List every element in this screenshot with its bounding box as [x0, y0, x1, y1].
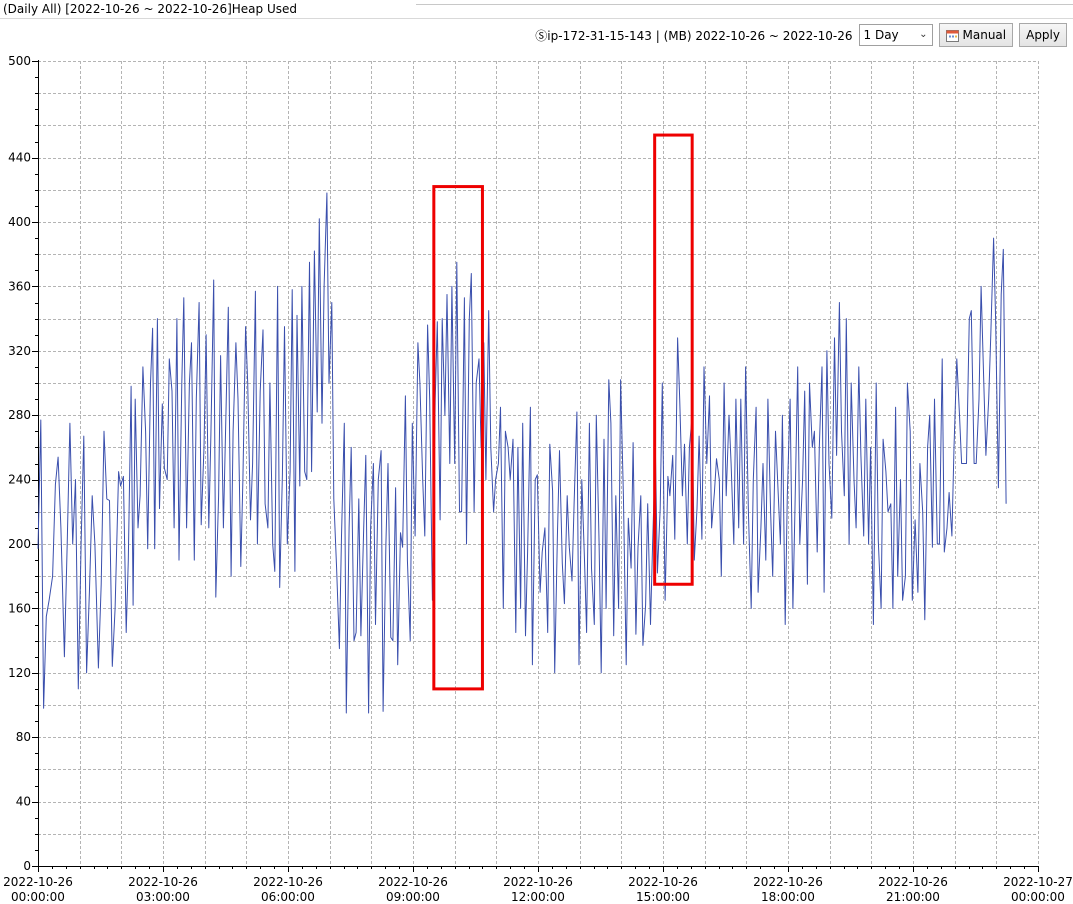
x-tick-label-date: 2022-10-26	[3, 875, 73, 889]
x-tick-label-time: 09:00:00	[386, 890, 440, 904]
heap-used-series-line	[37, 192, 1007, 714]
chart-title: (Daily All) [2022-10-26 ~ 2022-10-26]Hea…	[3, 2, 297, 16]
x-tick-label-date: 2022-10-27	[1003, 875, 1073, 889]
axis-layer: 0 40 80 120 160 200 240 280 320 360 400 440 500 2022-…	[3, 54, 1073, 904]
x-tick-label-date: 2022-10-26	[503, 875, 573, 889]
chevron-down-icon: ⌄	[919, 29, 928, 40]
grid-layer	[38, 61, 1039, 866]
y-tick-label: 280	[8, 408, 31, 422]
x-tick-label-time: 03:00:00	[136, 890, 190, 904]
server-range-label: Ⓢip-172-31-15-143 | (MB) 2022-10-26 ~ 20…	[535, 28, 853, 43]
apply-button[interactable]: Apply	[1019, 23, 1067, 47]
x-tick-label-time: 12:00:00	[511, 890, 565, 904]
title-divider	[416, 0, 1073, 5]
x-tick-label-time: 00:00:00	[11, 890, 65, 904]
y-tick-label: 40	[16, 795, 31, 809]
period-select[interactable]: 1 Day ⌄	[858, 24, 933, 46]
highlight-layer	[432, 133, 694, 691]
y-tick-label: 440	[8, 151, 31, 165]
period-select-value: 1 Day	[863, 28, 899, 42]
chart-toolbar: Ⓢip-172-31-15-143 | (MB) 2022-10-26 ~ 20…	[535, 22, 1067, 48]
y-tick-label: 360	[8, 279, 31, 293]
x-tick-label-date: 2022-10-26	[253, 875, 323, 889]
y-tick-label: 120	[8, 666, 31, 680]
highlight-box	[653, 133, 694, 586]
highlight-box	[432, 185, 484, 691]
x-tick-label-time: 15:00:00	[636, 890, 690, 904]
x-tick-label-date: 2022-10-26	[378, 875, 448, 889]
y-tick-label: 80	[16, 730, 31, 744]
y-tick-label: 0	[23, 859, 31, 873]
series-layer	[37, 192, 1007, 714]
y-tick-label: 240	[8, 473, 31, 487]
x-tick-label-time: 00:00:00	[1011, 890, 1065, 904]
apply-button-label: Apply	[1026, 28, 1060, 42]
y-tick-label: 500	[8, 54, 31, 68]
y-tick-label: 200	[8, 537, 31, 551]
y-tick-label: 400	[8, 215, 31, 229]
x-tick-label-date: 2022-10-26	[628, 875, 698, 889]
y-tick-label: 320	[8, 344, 31, 358]
x-tick-label-time: 18:00:00	[761, 890, 815, 904]
x-tick-label-date: 2022-10-26	[128, 875, 198, 889]
x-tick-label-time: 06:00:00	[261, 890, 315, 904]
manual-button[interactable]: Manual	[938, 23, 1014, 47]
x-tick-label-date: 2022-10-26	[753, 875, 823, 889]
y-tick-label: 160	[8, 601, 31, 615]
chart-title-bar: (Daily All) [2022-10-26 ~ 2022-10-26]Hea…	[0, 0, 1073, 19]
calendar-icon	[945, 29, 959, 42]
manual-button-label: Manual	[962, 28, 1007, 42]
x-tick-label-date: 2022-10-26	[878, 875, 948, 889]
x-tick-label-time: 21:00:00	[886, 890, 940, 904]
